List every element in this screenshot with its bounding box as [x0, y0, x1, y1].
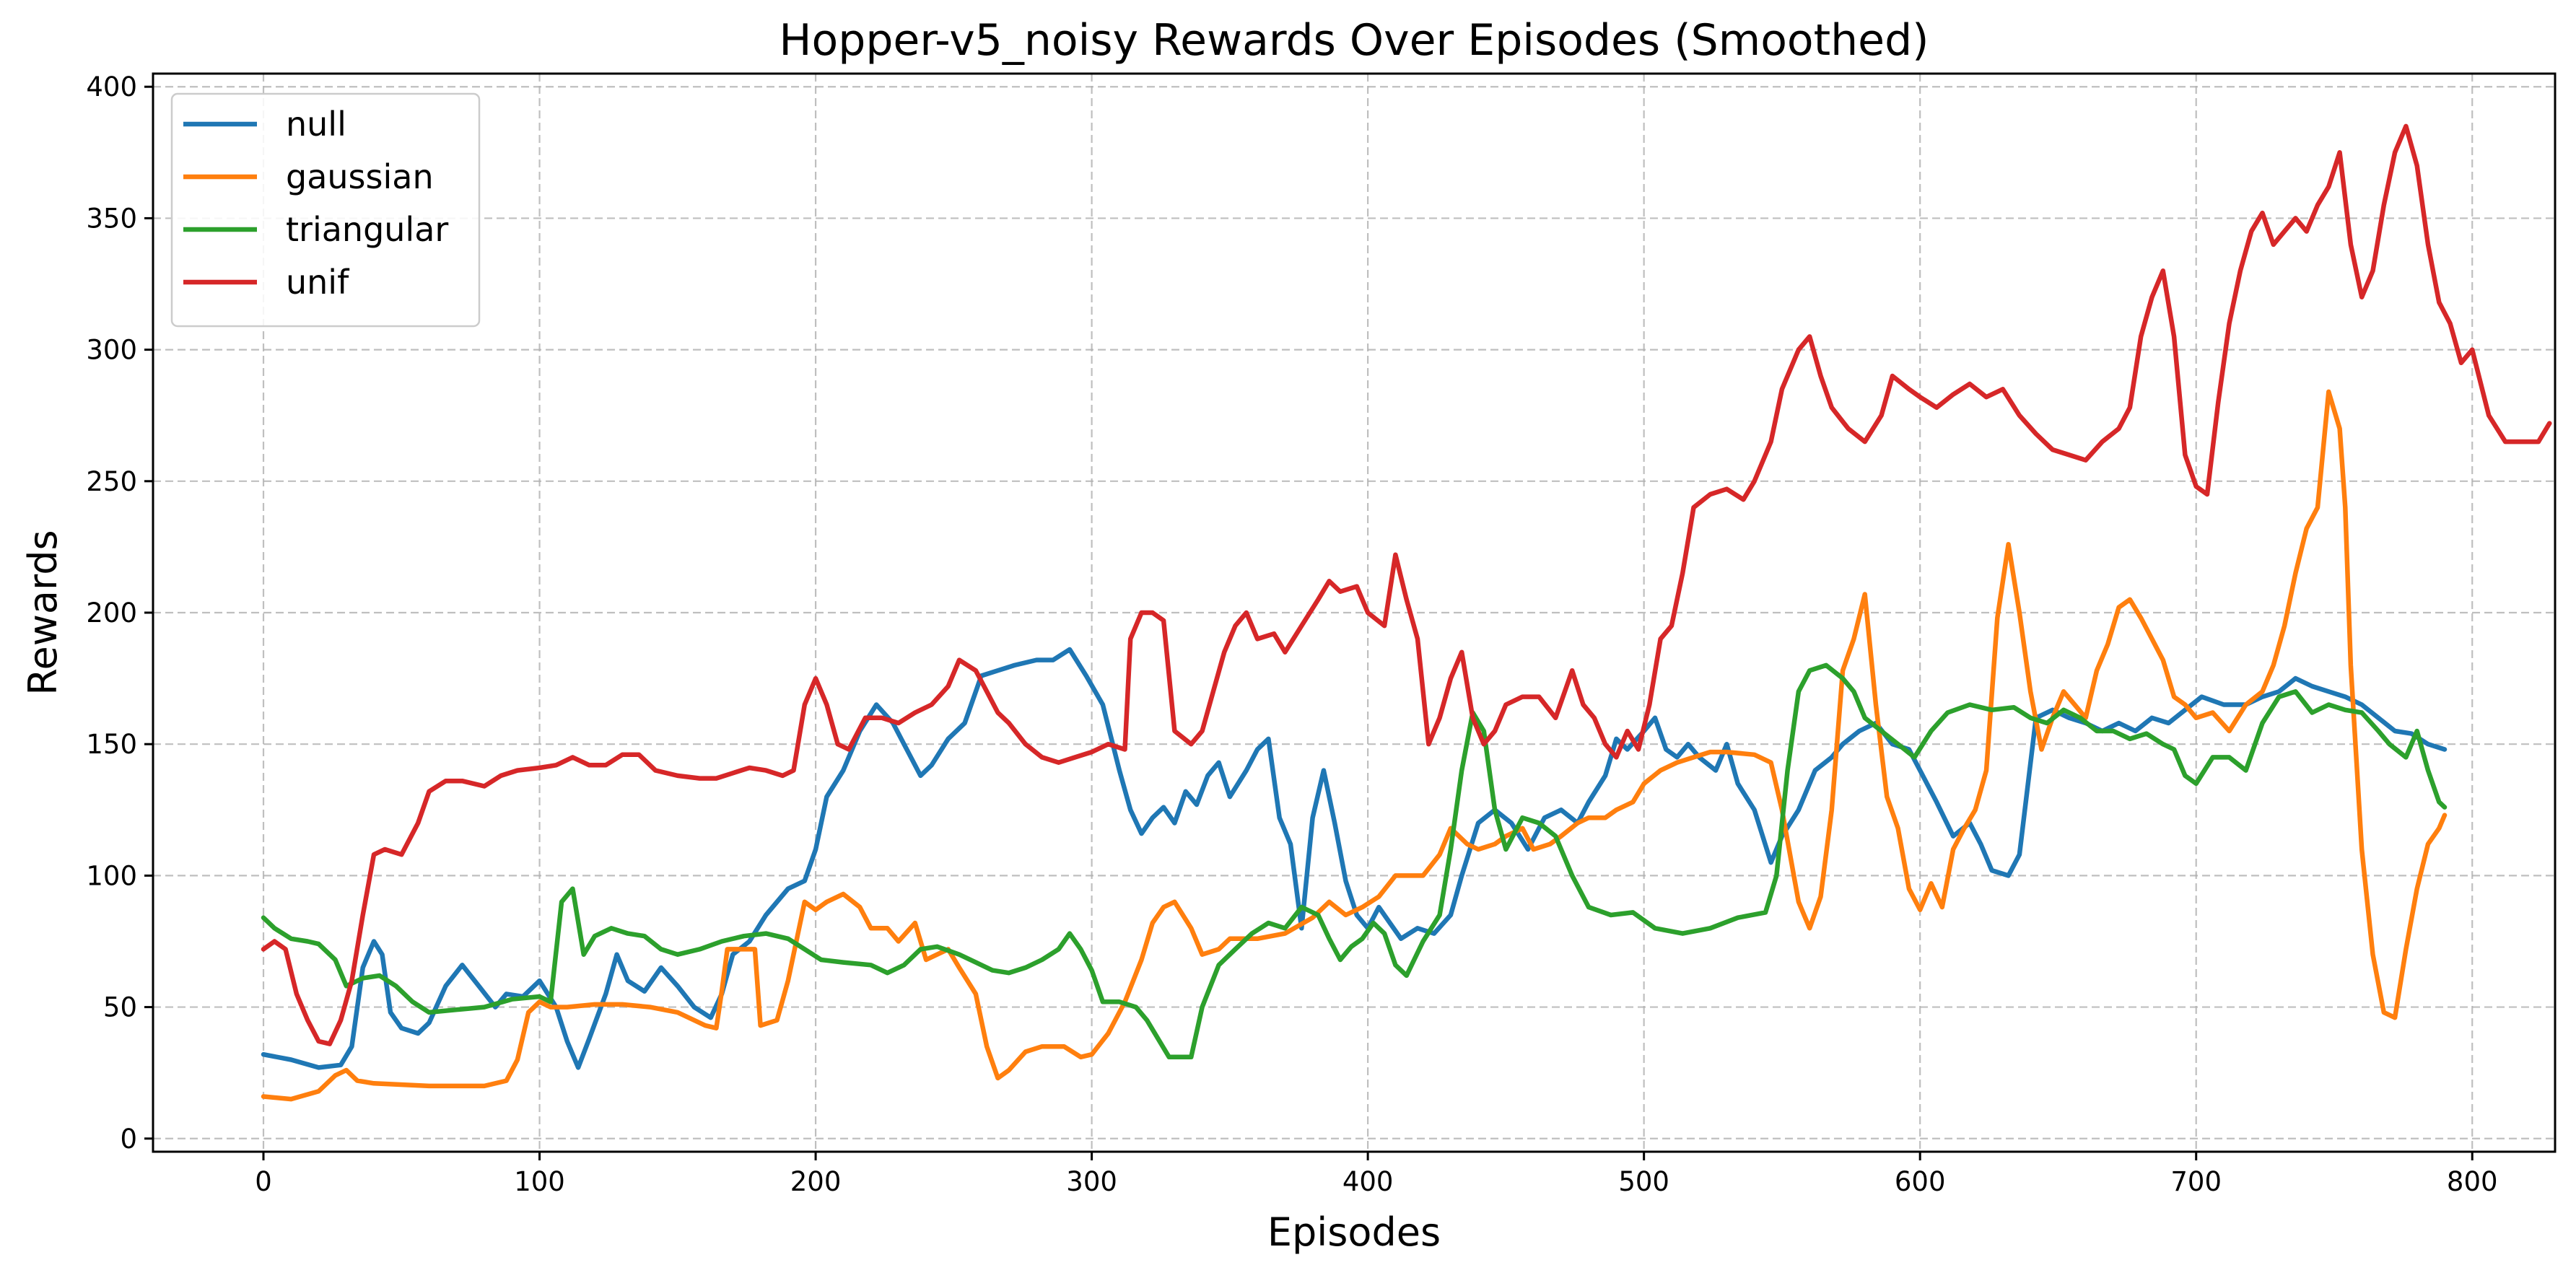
x-tick-label: 700 — [2170, 1166, 2222, 1197]
x-tick-label: 600 — [1895, 1166, 1946, 1197]
y-tick-label: 300 — [86, 335, 137, 366]
legend-label-null: null — [286, 105, 346, 144]
x-axis: 0 100 200 300 400 500 600 700 800 — [255, 1152, 2498, 1197]
x-tick-label: 0 — [255, 1166, 272, 1197]
x-tick-label: 800 — [2447, 1166, 2498, 1197]
grid — [153, 74, 2555, 1152]
x-tick-label: 400 — [1342, 1166, 1394, 1197]
legend-label-gaussian: gaussian — [286, 157, 434, 196]
x-axis-label: Episodes — [1267, 1209, 1441, 1255]
legend-label-triangular: triangular — [286, 210, 448, 249]
series-line-gaussian — [261, 389, 2448, 1102]
y-tick-label: 150 — [86, 729, 137, 760]
y-tick-label: 0 — [120, 1124, 137, 1155]
series-line-unif — [261, 123, 2552, 1046]
chart-title: Hopper-v5_noisy Rewards Over Episodes (S… — [779, 15, 1929, 66]
y-tick-label: 100 — [86, 860, 137, 891]
x-tick-label: 300 — [1066, 1166, 1117, 1197]
series-line-null — [261, 647, 2448, 1070]
series-group — [261, 123, 2552, 1102]
y-axis-label: Rewards — [20, 530, 66, 695]
x-tick-label: 500 — [1618, 1166, 1669, 1197]
x-tick-label: 100 — [514, 1166, 565, 1197]
y-tick-label: 250 — [86, 466, 137, 497]
y-tick-label: 400 — [86, 71, 137, 102]
x-tick-label: 200 — [790, 1166, 842, 1197]
series-line-triangular — [261, 662, 2448, 1060]
legend-label-unif: unif — [286, 263, 350, 302]
y-tick-label: 50 — [103, 992, 137, 1023]
legend-box — [170, 92, 481, 328]
y-tick-label: 350 — [86, 203, 137, 234]
legend: null gaussian triangular unif — [170, 92, 481, 328]
y-axis: 0 50 100 150 200 250 300 350 400 — [86, 71, 153, 1155]
y-tick-label: 200 — [86, 598, 137, 629]
